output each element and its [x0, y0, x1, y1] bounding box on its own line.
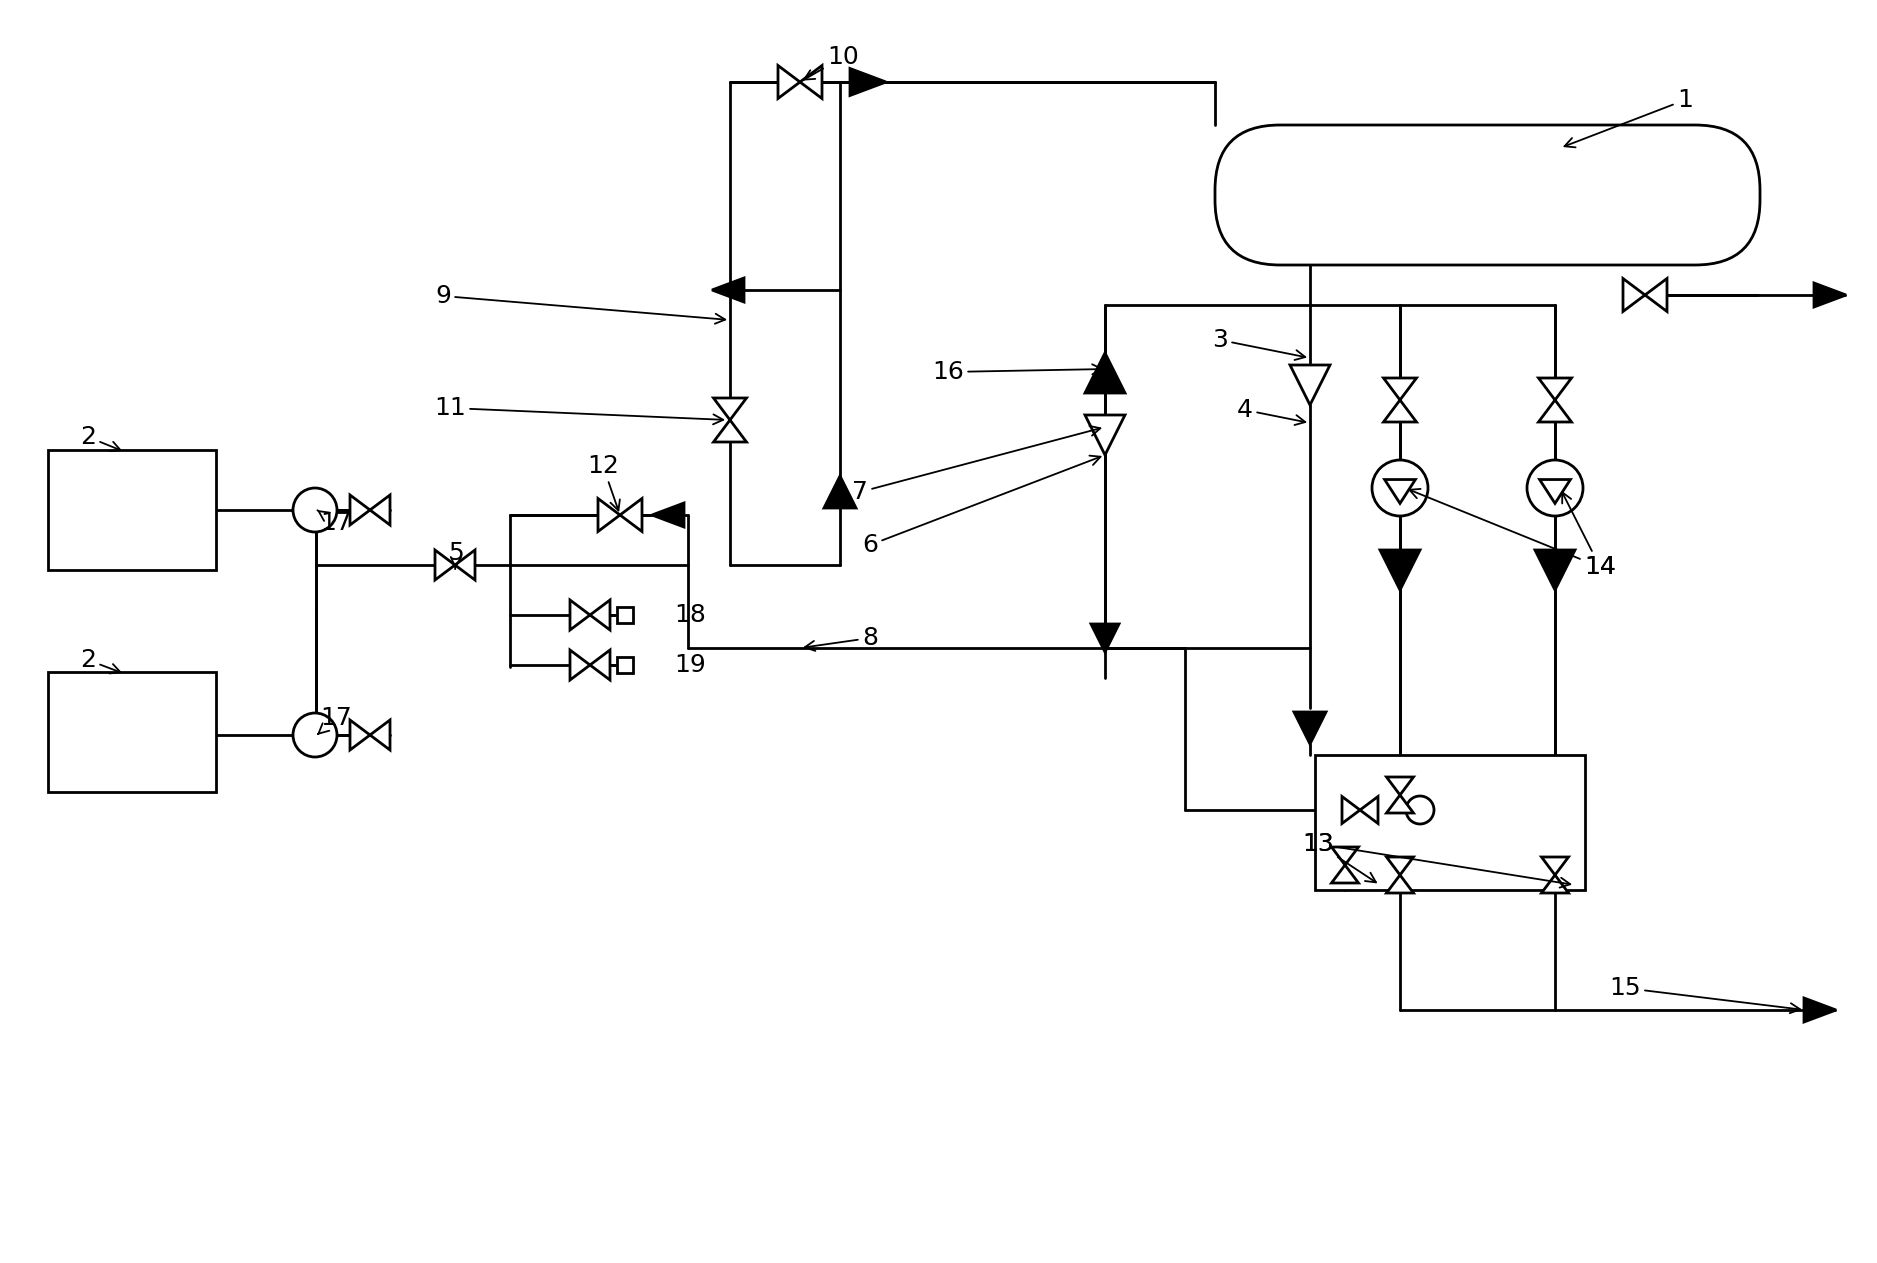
Polygon shape [1539, 400, 1571, 422]
Polygon shape [1387, 858, 1413, 875]
Polygon shape [1385, 480, 1415, 504]
Bar [618, 608, 633, 623]
Text: 15: 15 [1609, 976, 1800, 1013]
Text: 10: 10 [803, 45, 860, 80]
Polygon shape [711, 278, 743, 302]
Polygon shape [1541, 858, 1569, 875]
Bar [1316, 755, 1584, 890]
Text: 14: 14 [1562, 493, 1616, 578]
Polygon shape [619, 499, 642, 532]
Text: 2: 2 [81, 426, 120, 451]
Text: 13: 13 [1303, 832, 1376, 883]
Text: 19: 19 [674, 653, 706, 677]
Bar [49, 672, 216, 792]
Text: 13: 13 [1303, 832, 1571, 888]
Circle shape [293, 714, 338, 757]
Text: 4: 4 [1237, 398, 1305, 426]
Polygon shape [713, 421, 747, 442]
Text: 8: 8 [805, 626, 878, 650]
Polygon shape [1387, 875, 1413, 893]
Polygon shape [1387, 777, 1413, 794]
Polygon shape [1331, 847, 1359, 865]
Text: 16: 16 [933, 360, 1102, 384]
Polygon shape [589, 600, 610, 630]
Polygon shape [349, 495, 370, 525]
Polygon shape [800, 66, 822, 99]
Polygon shape [777, 66, 800, 99]
Polygon shape [1331, 865, 1359, 883]
Polygon shape [1539, 378, 1571, 400]
Polygon shape [571, 600, 589, 630]
Polygon shape [1342, 797, 1361, 823]
Text: 17: 17 [317, 706, 351, 734]
Text: 3: 3 [1213, 328, 1305, 360]
Polygon shape [435, 549, 454, 580]
Polygon shape [1539, 480, 1571, 504]
Polygon shape [1085, 352, 1124, 393]
Polygon shape [1644, 279, 1667, 312]
Polygon shape [1380, 549, 1421, 590]
Polygon shape [571, 650, 589, 679]
Circle shape [1372, 460, 1428, 517]
Polygon shape [1387, 794, 1413, 813]
Circle shape [293, 488, 338, 532]
Polygon shape [1085, 416, 1124, 455]
Text: 14: 14 [1410, 489, 1616, 578]
Circle shape [1528, 460, 1582, 517]
Text: 1: 1 [1565, 88, 1693, 148]
Polygon shape [1361, 797, 1378, 823]
Polygon shape [1091, 624, 1119, 652]
Polygon shape [370, 495, 390, 525]
Circle shape [1406, 796, 1434, 823]
Polygon shape [1535, 549, 1575, 590]
Polygon shape [370, 720, 390, 750]
Polygon shape [651, 503, 683, 527]
Text: 18: 18 [674, 602, 706, 626]
Polygon shape [599, 499, 619, 532]
Polygon shape [589, 650, 610, 679]
Polygon shape [454, 549, 475, 580]
Text: 7: 7 [852, 426, 1100, 504]
Bar [618, 657, 633, 673]
Text: 5: 5 [449, 541, 464, 570]
Text: 6: 6 [862, 456, 1100, 557]
Polygon shape [850, 68, 886, 96]
Polygon shape [1383, 378, 1417, 400]
Polygon shape [1541, 875, 1569, 893]
FancyBboxPatch shape [1214, 125, 1761, 265]
Polygon shape [1813, 283, 1845, 307]
Text: 17: 17 [317, 510, 351, 536]
Polygon shape [1293, 712, 1325, 744]
Bar [49, 450, 216, 570]
Polygon shape [1289, 365, 1331, 405]
Text: 9: 9 [435, 284, 725, 323]
Polygon shape [1383, 400, 1417, 422]
Polygon shape [349, 720, 370, 750]
Text: 11: 11 [434, 397, 723, 424]
Polygon shape [713, 398, 747, 421]
Polygon shape [1624, 279, 1644, 312]
Polygon shape [824, 476, 856, 508]
Text: 2: 2 [81, 648, 120, 673]
Text: 12: 12 [588, 453, 619, 510]
Polygon shape [1804, 998, 1836, 1022]
